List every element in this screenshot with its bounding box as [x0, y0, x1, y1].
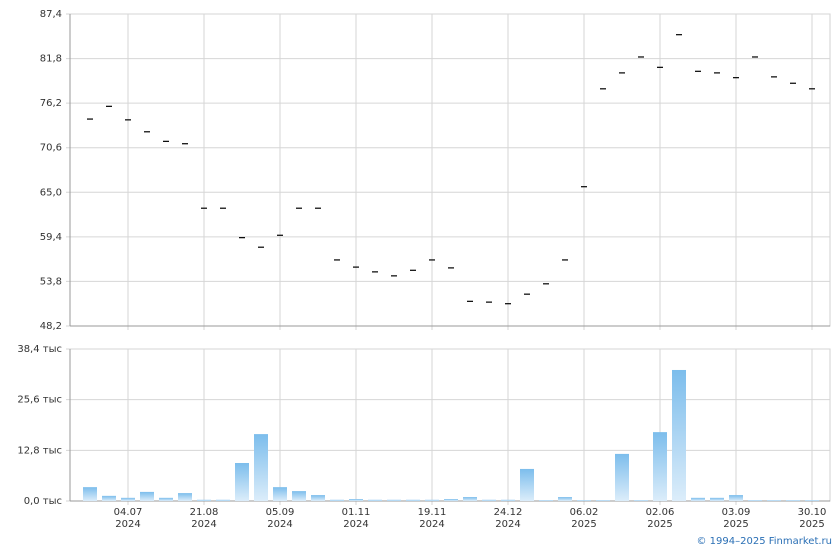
- copyright: © 1994–2025 Finmarket.ru: [696, 536, 832, 547]
- volume-bar: [672, 369, 686, 501]
- volume-bar: [577, 500, 591, 501]
- x-tick-label: 21.08 2024: [189, 507, 219, 530]
- volume-bar: [349, 499, 363, 501]
- volume-bar: [767, 500, 781, 501]
- volume-bar: [520, 468, 534, 501]
- y-tick-label: 59,4: [40, 232, 62, 243]
- volume-bar: [102, 495, 116, 501]
- volume-bar: [501, 499, 515, 501]
- volume-bar: [216, 499, 230, 501]
- volume-bar: [197, 499, 211, 501]
- plot-area: [69, 348, 831, 502]
- volume-bar: [121, 497, 135, 501]
- y-tick-label: 70,6: [40, 143, 62, 154]
- y-tick-label: 12,8 тыс: [17, 445, 62, 456]
- volume-bar: [178, 493, 192, 501]
- volume-bar: [311, 495, 325, 501]
- x-tick-label: 06.02 2025: [569, 507, 599, 530]
- volume-bar: [330, 499, 344, 501]
- volume-bar: [729, 495, 743, 501]
- y-tick-label: 0,0 тыс: [24, 496, 62, 507]
- y-tick-label: 81,8: [40, 54, 62, 65]
- y-tick-label: 48,2: [40, 321, 62, 332]
- volume-bar: [710, 497, 724, 501]
- volume-bar: [691, 497, 705, 501]
- volume-bar: [748, 500, 762, 501]
- volume-bar: [596, 500, 610, 501]
- volume-bar: [558, 497, 572, 501]
- x-tick-label: 01.11 2024: [341, 507, 371, 530]
- x-tick-label: 05.09 2024: [265, 507, 295, 530]
- volume-bar: [615, 453, 629, 501]
- volume-bar: [406, 499, 420, 501]
- y-tick-label: 25,6 тыс: [17, 395, 62, 406]
- volume-bar: [83, 487, 97, 501]
- volume-bar: [482, 499, 496, 501]
- y-tick-label: 76,2: [40, 98, 62, 109]
- volume-bar: [653, 432, 667, 501]
- y-tick-label: 65,0: [40, 187, 62, 198]
- volume-bar: [634, 500, 648, 501]
- volume-bar: [805, 500, 819, 501]
- volume-bar: [387, 499, 401, 501]
- volume-bar: [273, 487, 287, 501]
- volume-bar: [444, 499, 458, 501]
- volume-bar: [140, 491, 154, 501]
- volume-bar: [425, 499, 439, 501]
- plot-area: [69, 13, 831, 327]
- volume-bar: [786, 500, 800, 501]
- y-tick-label: 87,4: [40, 9, 62, 20]
- y-tick-label: 53,8: [40, 276, 62, 287]
- x-tick-label: 19.11 2024: [417, 507, 447, 530]
- x-tick-label: 24.12 2024: [493, 507, 523, 530]
- volume-bar: [463, 497, 477, 501]
- x-tick-label: 03.09 2025: [721, 507, 751, 530]
- x-tick-label: 30.10 2025: [797, 507, 827, 530]
- volume-bar: [539, 500, 553, 501]
- volume-bar: [254, 434, 268, 501]
- x-tick-label: 02.06 2025: [645, 507, 675, 530]
- volume-bar: [235, 463, 249, 501]
- volume-bar: [292, 491, 306, 501]
- volume-bar: [368, 499, 382, 501]
- y-tick-label: 38,4 тыс: [17, 344, 62, 355]
- x-tick-label: 04.07 2024: [113, 507, 143, 530]
- volume-bar: [159, 497, 173, 501]
